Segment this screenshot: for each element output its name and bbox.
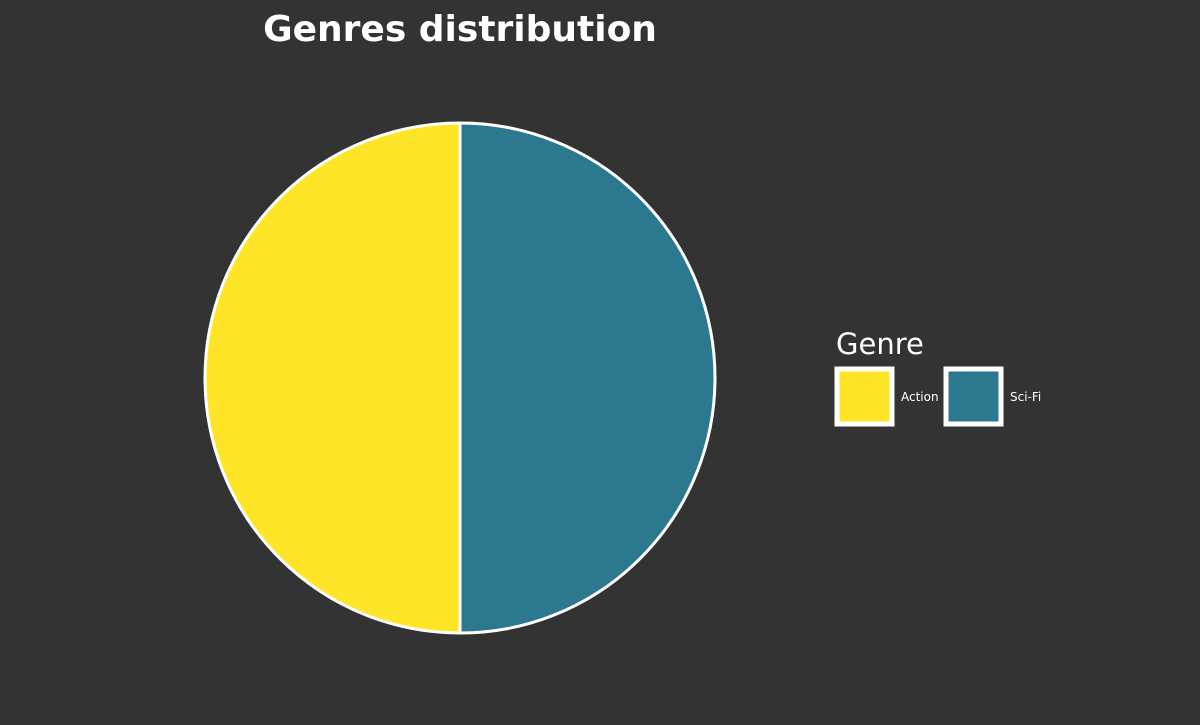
pie-slice-sci-fi	[458, 121, 717, 635]
pie-slices	[203, 121, 717, 635]
legend-swatch-sci-fi	[943, 366, 1004, 427]
legend-label-sci-fi: Sci-Fi	[1010, 390, 1041, 404]
legend: Action Sci-Fi	[834, 366, 1041, 427]
legend-label-action: Action	[901, 390, 939, 404]
chart-title: Genres distribution	[263, 9, 657, 50]
pie-slice-action	[203, 121, 462, 635]
legend-swatch-action	[834, 366, 895, 427]
legend-title: Genre	[836, 327, 924, 361]
